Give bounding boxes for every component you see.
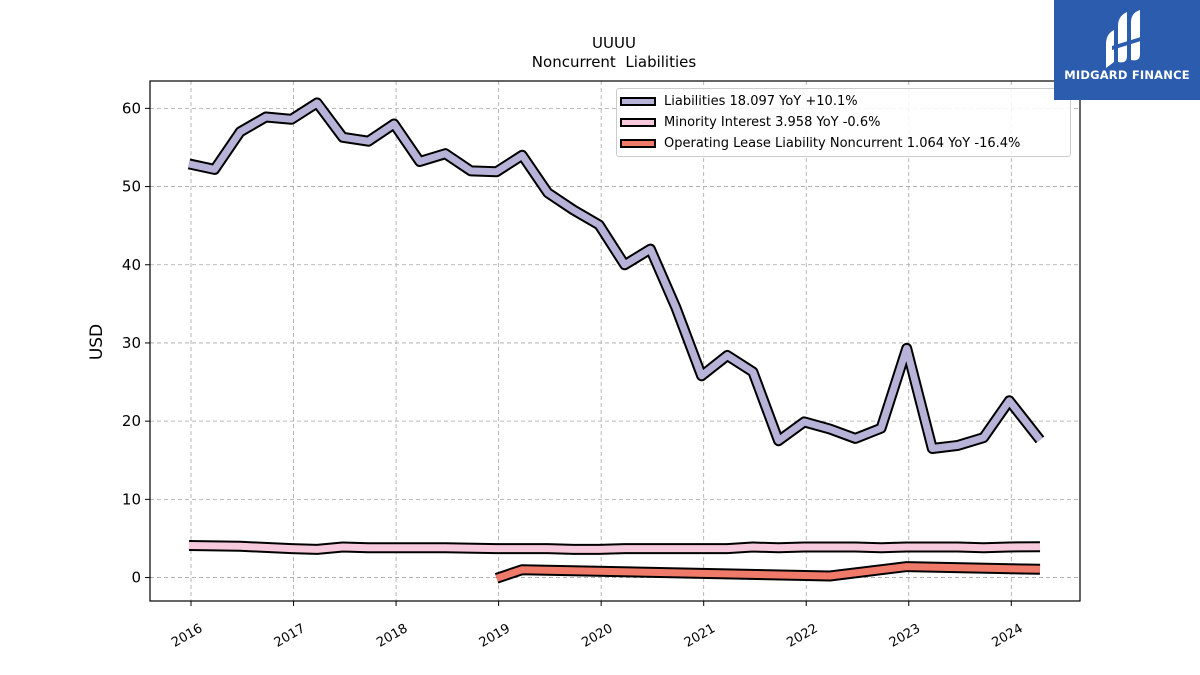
x-tick-label: 2018 bbox=[374, 621, 410, 651]
y-tick-label: 30 bbox=[122, 334, 141, 352]
x-tick-label: 2024 bbox=[989, 621, 1025, 651]
legend-swatch-liabilities bbox=[620, 96, 656, 106]
chart-subtitle: Noncurrent Liabilities bbox=[532, 53, 697, 71]
logo-text: MIDGARD FINANCE bbox=[1064, 68, 1190, 82]
x-tick-label: 2023 bbox=[887, 621, 923, 651]
grid-lines bbox=[150, 81, 1080, 601]
series-line-minority-interest bbox=[188, 542, 1041, 553]
series-layer bbox=[187, 97, 1045, 584]
legend-item-operating-lease: Operating Lease Liability Noncurrent 1.0… bbox=[617, 134, 1020, 152]
logo-mark-icon bbox=[1106, 10, 1144, 68]
plot-frame bbox=[149, 80, 1081, 602]
legend: Liabilities 18.097 YoY +10.1% Minority I… bbox=[616, 88, 1071, 157]
legend-label-minority-interest: Minority Interest 3.958 YoY -0.6% bbox=[664, 114, 881, 130]
legend-item-liabilities: Liabilities 18.097 YoY +10.1% bbox=[617, 92, 858, 110]
x-tick-label: 2022 bbox=[784, 621, 820, 651]
series-line-operating-lease-liability-noncurrent bbox=[495, 563, 1041, 582]
brand-logo: MIDGARD FINANCE bbox=[1054, 0, 1200, 100]
y-tick-label: 0 bbox=[131, 569, 141, 587]
legend-item-minority-interest: Minority Interest 3.958 YoY -0.6% bbox=[617, 113, 880, 131]
x-tick-label: 2016 bbox=[169, 621, 205, 651]
y-axis-label: USD bbox=[87, 324, 107, 360]
y-tick-label: 50 bbox=[122, 178, 141, 196]
legend-label-operating-lease: Operating Lease Liability Noncurrent 1.0… bbox=[664, 135, 1021, 151]
legend-swatch-operating-lease bbox=[620, 138, 656, 148]
x-tick-label: 2021 bbox=[682, 621, 718, 651]
chart-title: UUUU bbox=[592, 34, 636, 52]
legend-swatch-minority-interest bbox=[620, 117, 656, 127]
legend-label-liabilities: Liabilities 18.097 YoY +10.1% bbox=[664, 93, 858, 109]
y-tick-label: 20 bbox=[122, 412, 141, 430]
x-tick-label: 2019 bbox=[477, 621, 513, 651]
x-tick-label: 2017 bbox=[272, 621, 308, 651]
y-tick-label: 40 bbox=[122, 256, 141, 274]
x-tick-label: 2020 bbox=[579, 621, 615, 651]
y-tick-label: 10 bbox=[122, 490, 141, 508]
series-line-liabilities bbox=[188, 99, 1043, 452]
y-tick-label: 60 bbox=[122, 99, 141, 117]
